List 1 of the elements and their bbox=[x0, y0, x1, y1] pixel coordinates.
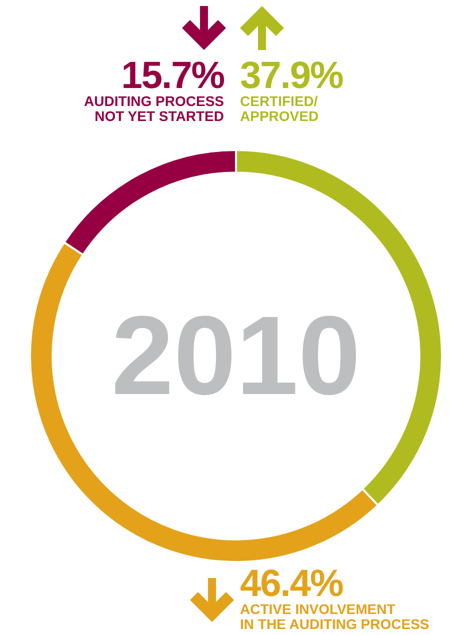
text: 2010 bbox=[111, 293, 361, 418]
